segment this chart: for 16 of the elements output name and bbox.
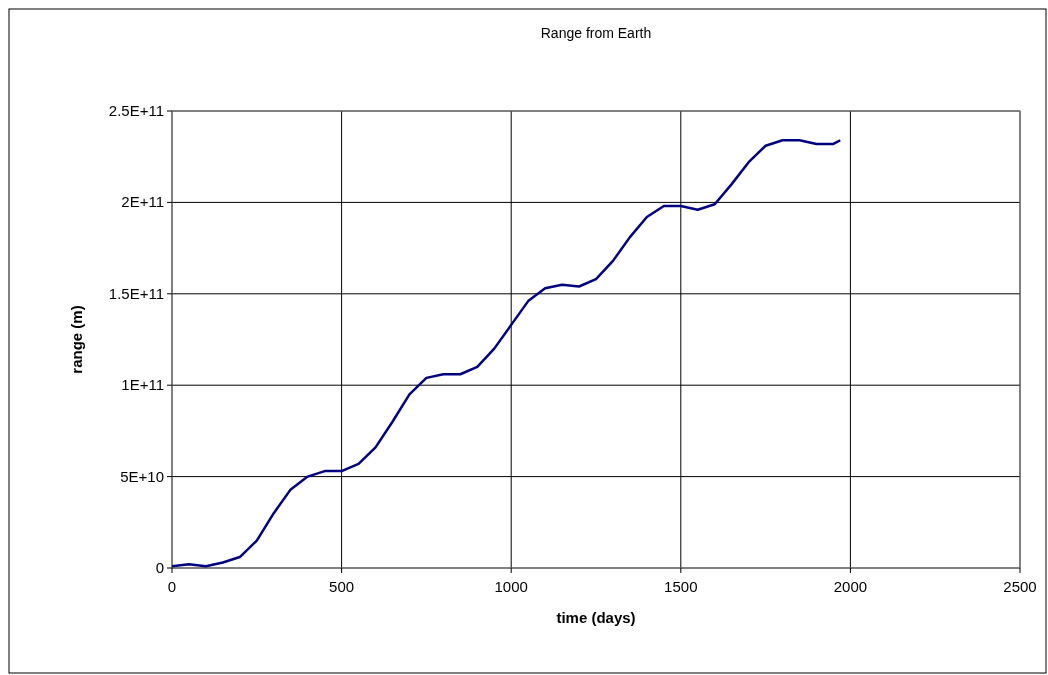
- line-series: [170, 139, 842, 568]
- y-tick-label: 0: [155, 559, 164, 576]
- y-tick-label: 2E+11: [121, 193, 164, 211]
- x-tick-label: 2000: [833, 578, 868, 595]
- y-tick-label: 1.5E+11: [108, 284, 164, 302]
- x-tick-label: 1000: [494, 578, 528, 595]
- x-tick-label: 1500: [664, 578, 698, 595]
- y-tick-label: 5E+10: [120, 467, 164, 485]
- x-tick-label: 0: [167, 578, 177, 595]
- chart-title: Range from Earth: [540, 25, 652, 41]
- y-tick-label: 1E+11: [121, 376, 164, 394]
- x-axis-title: time (days): [556, 609, 636, 626]
- y-axis-title: range (m): [68, 305, 85, 374]
- y-tick-label: 2.5E+11: [108, 102, 164, 119]
- x-tick-label: 500: [329, 578, 355, 595]
- x-tick-label: 2500: [1003, 578, 1037, 595]
